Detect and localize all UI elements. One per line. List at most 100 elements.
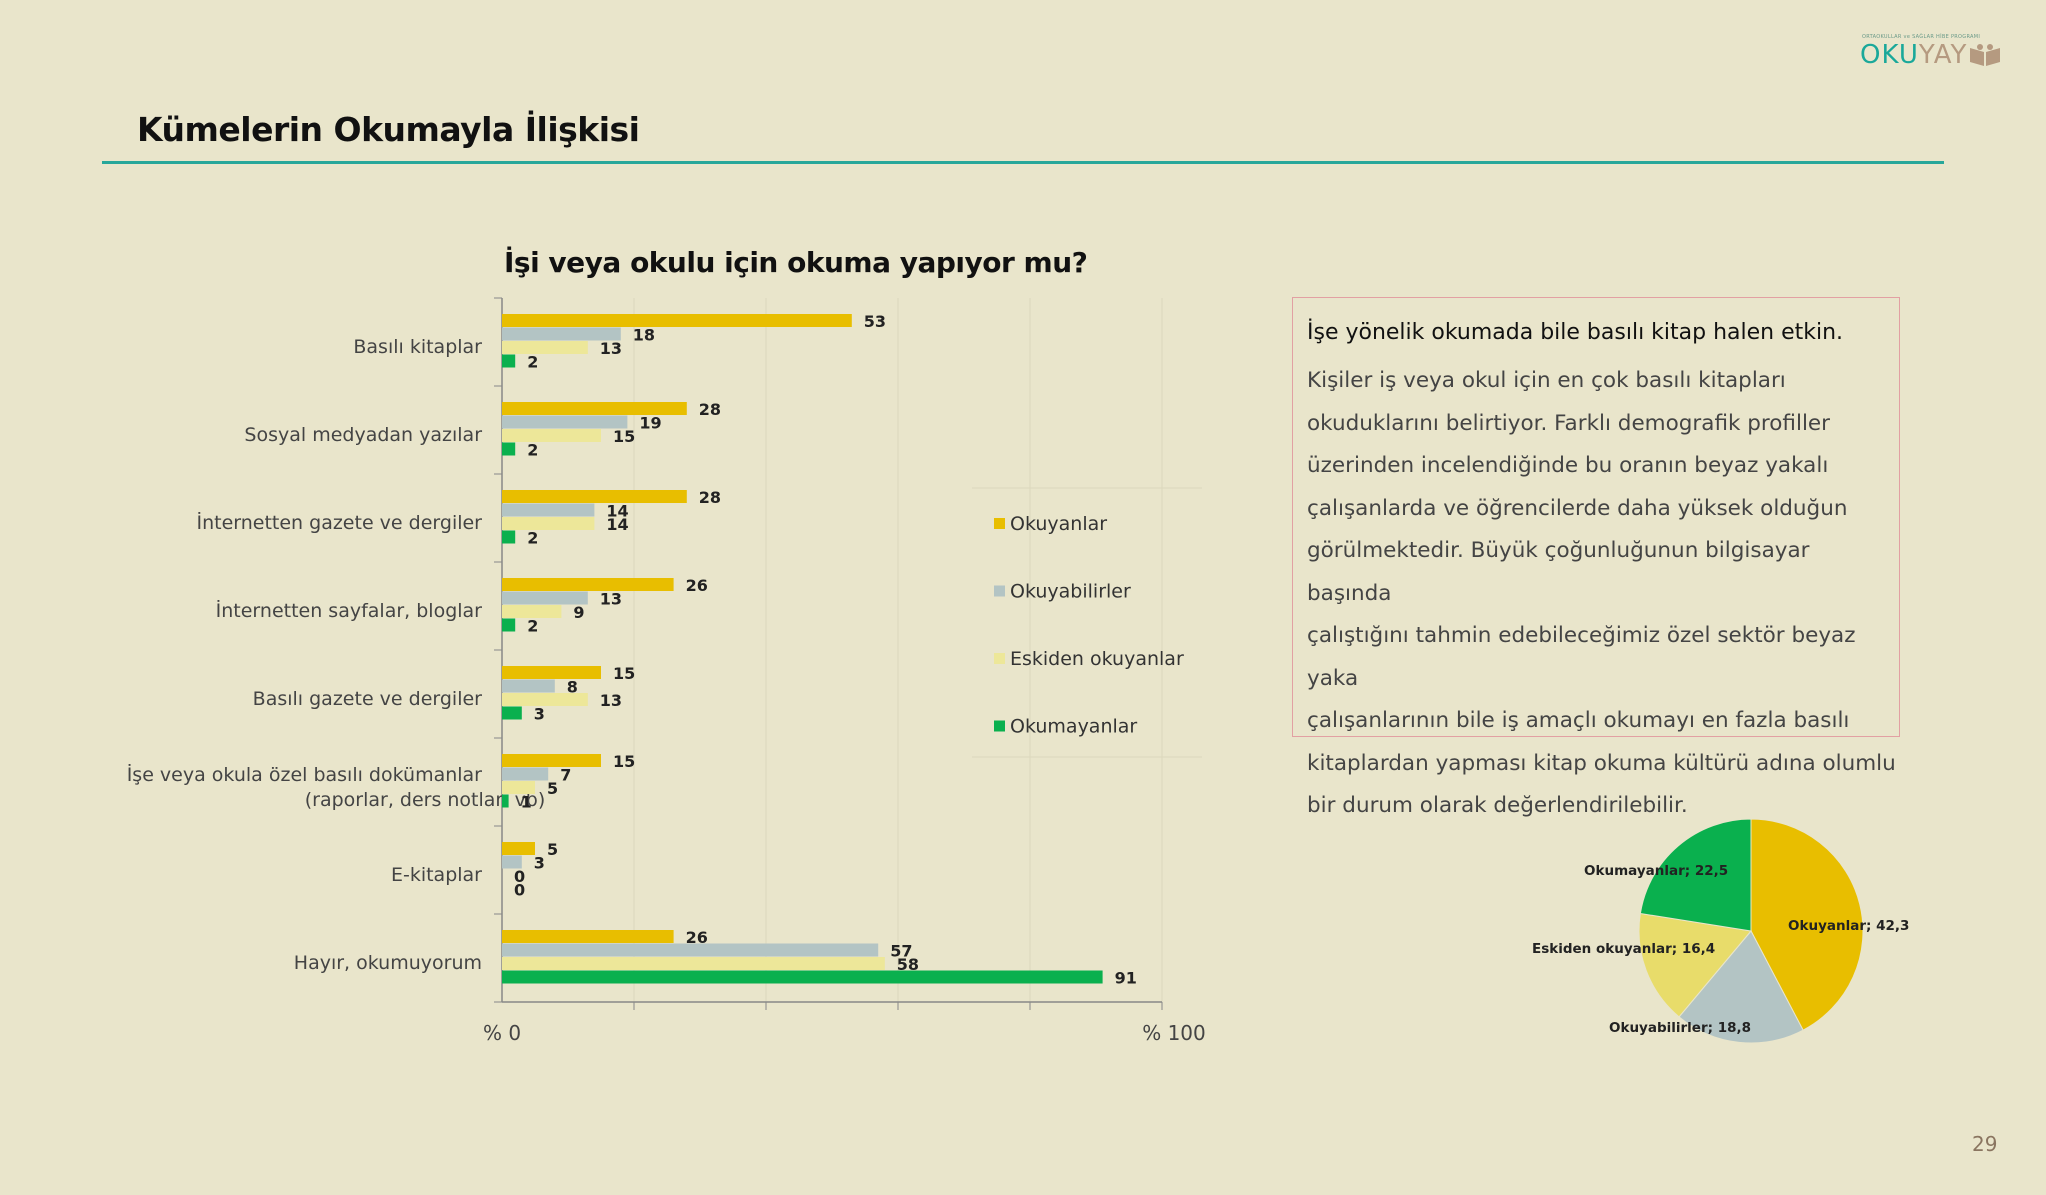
data-label: 5 [547, 840, 558, 859]
bar-0-4 [502, 666, 601, 679]
bar-1-5 [502, 767, 549, 781]
okuyay-logo: ORTAOKULLAR ve SAĞLAR HİBE PROGRAMI OKUY… [1858, 32, 2006, 72]
data-label: 58 [897, 955, 919, 974]
data-label: 13 [600, 691, 622, 710]
commentary-box: İşe yönelik okumada bile basılı kitap ha… [1292, 297, 1900, 818]
legend-swatch [994, 518, 1005, 529]
data-label: 26 [686, 576, 708, 595]
bar-3-3 [502, 618, 516, 632]
data-label: 2 [527, 617, 538, 636]
page-title: Kümelerin Okumayla İlişkisi [137, 110, 640, 149]
data-label: 1 [521, 793, 532, 812]
pie-label: Okuyanlar; 42,3 [1788, 918, 1909, 934]
pie-label: Okumayanlar; 22,5 [1584, 863, 1728, 879]
commentary-line: Kişiler iş veya okul için en çok basılı … [1307, 368, 1786, 393]
pie-label: Okuyabilirler; 18,8 [1609, 1020, 1751, 1036]
data-label: 0 [514, 867, 525, 886]
bar-3-0 [502, 354, 516, 368]
x-tick-label: % 0 [483, 1021, 521, 1045]
bar-0-2 [502, 490, 687, 503]
data-label: 57 [890, 942, 912, 961]
data-label: 18 [633, 326, 655, 345]
category-label: Sosyal medyadan yazılar [244, 424, 482, 446]
bar-2-1 [502, 429, 601, 442]
pie-slice [1678, 930, 1804, 1044]
logo-yay: YAY [1918, 40, 1968, 70]
bar-1-2 [502, 503, 595, 517]
commentary-line: kitaplardan yapması kitap okuma kültürü … [1307, 750, 1896, 776]
bar-2-4 [502, 693, 588, 706]
data-label: 28 [699, 400, 721, 419]
commentary-line: görülmektedir. Büyük çoğunluğunun bilgis… [1307, 538, 1810, 606]
data-label: 9 [573, 603, 584, 622]
bar-1-7 [502, 943, 879, 957]
bar-2-0 [502, 341, 588, 354]
data-label: 13 [600, 339, 622, 358]
bar-2-5 [502, 781, 535, 794]
category-label: (raporlar, ders notları vb) [305, 789, 546, 811]
category-label: İşe veya okula özel basılı dokümanlar [127, 763, 482, 786]
data-label: 2 [527, 441, 538, 460]
bar-3-1 [502, 442, 516, 456]
commentary-lead: İşe yönelik okumada bile basılı kitap ha… [1307, 320, 1844, 345]
bar-3-2 [502, 530, 516, 544]
legend-label: Okuyanlar [1010, 513, 1107, 535]
commentary-line: çalışanlarının bile iş amaçlı okumayı en… [1307, 708, 1850, 733]
bar-0-0 [502, 314, 852, 327]
data-label: 15 [613, 752, 635, 771]
data-label: 26 [686, 928, 708, 947]
category-label: Basılı gazete ve dergiler [253, 688, 483, 710]
commentary-line: okuduklarını belirtiyor. Farklı demograf… [1307, 410, 1830, 436]
legend-label: Okuyabilirler [1010, 581, 1131, 603]
bar-2-2 [502, 517, 595, 530]
bar-2-3 [502, 605, 562, 618]
bar-0-6 [502, 842, 535, 855]
data-label: 8 [567, 678, 578, 697]
data-label: 7 [560, 766, 571, 785]
commentary-line: bir durum olarak değerlendirilebilir. [1307, 793, 1688, 818]
data-label: 0 [514, 881, 525, 900]
x-tick-label: % 100 [1142, 1021, 1206, 1045]
pie-slice [1638, 912, 1752, 1018]
legend-label: Eskiden okuyanlar [1010, 648, 1184, 670]
bar-0-5 [502, 754, 601, 767]
book-owl-icon [1970, 44, 2000, 66]
data-label: 14 [606, 502, 628, 521]
data-label: 13 [600, 590, 622, 609]
bar-3-5 [502, 794, 509, 808]
category-label: İnternetten gazete ve dergiler [196, 511, 482, 534]
page-number: 29 [1972, 1132, 1998, 1156]
data-label: 15 [613, 664, 635, 683]
pie-slice [1639, 818, 1752, 932]
commentary-line: çalışanlarda ve öğrencilerde daha yüksek… [1307, 495, 1848, 521]
data-label: 19 [639, 414, 661, 433]
data-label: 28 [699, 488, 721, 507]
logo-wordmark: OKUYAY [1860, 40, 1967, 70]
data-label: 14 [606, 515, 628, 534]
bar-chart-title: İşi veya okulu için okuma yapıyor mu? [504, 246, 1088, 279]
legend-swatch [994, 653, 1005, 664]
data-label: 2 [527, 353, 538, 372]
bar-0-3 [502, 578, 674, 591]
category-label: Hayır, okumuyorum [294, 952, 482, 974]
bar-1-6 [502, 855, 522, 869]
data-label: 15 [613, 427, 635, 446]
pie-label: Eskiden okuyanlar; 16,4 [1532, 941, 1715, 957]
data-label: 53 [864, 312, 886, 331]
title-divider [102, 161, 1944, 164]
bar-3-4 [502, 706, 522, 720]
bar-2-7 [502, 957, 885, 970]
logo-small-text: ORTAOKULLAR ve SAĞLAR HİBE PROGRAMI [1862, 34, 1981, 40]
data-label: 2 [527, 529, 538, 548]
category-label: Basılı kitaplar [353, 336, 482, 358]
bar-1-4 [502, 679, 555, 693]
legend-label: Okumayanlar [1010, 716, 1137, 738]
commentary-line: çalıştığını tahmin edebileceğimiz özel s… [1307, 623, 1856, 691]
category-label: İnternetten sayfalar, bloglar [216, 599, 483, 622]
data-label: 3 [534, 705, 545, 724]
bar-1-1 [502, 415, 628, 429]
commentary-line: üzerinden incelendiğinde bu oranın beyaz… [1307, 453, 1829, 478]
bar-0-1 [502, 402, 687, 415]
pie-slice [1750, 818, 1864, 1031]
bar-3-7 [502, 970, 1103, 984]
